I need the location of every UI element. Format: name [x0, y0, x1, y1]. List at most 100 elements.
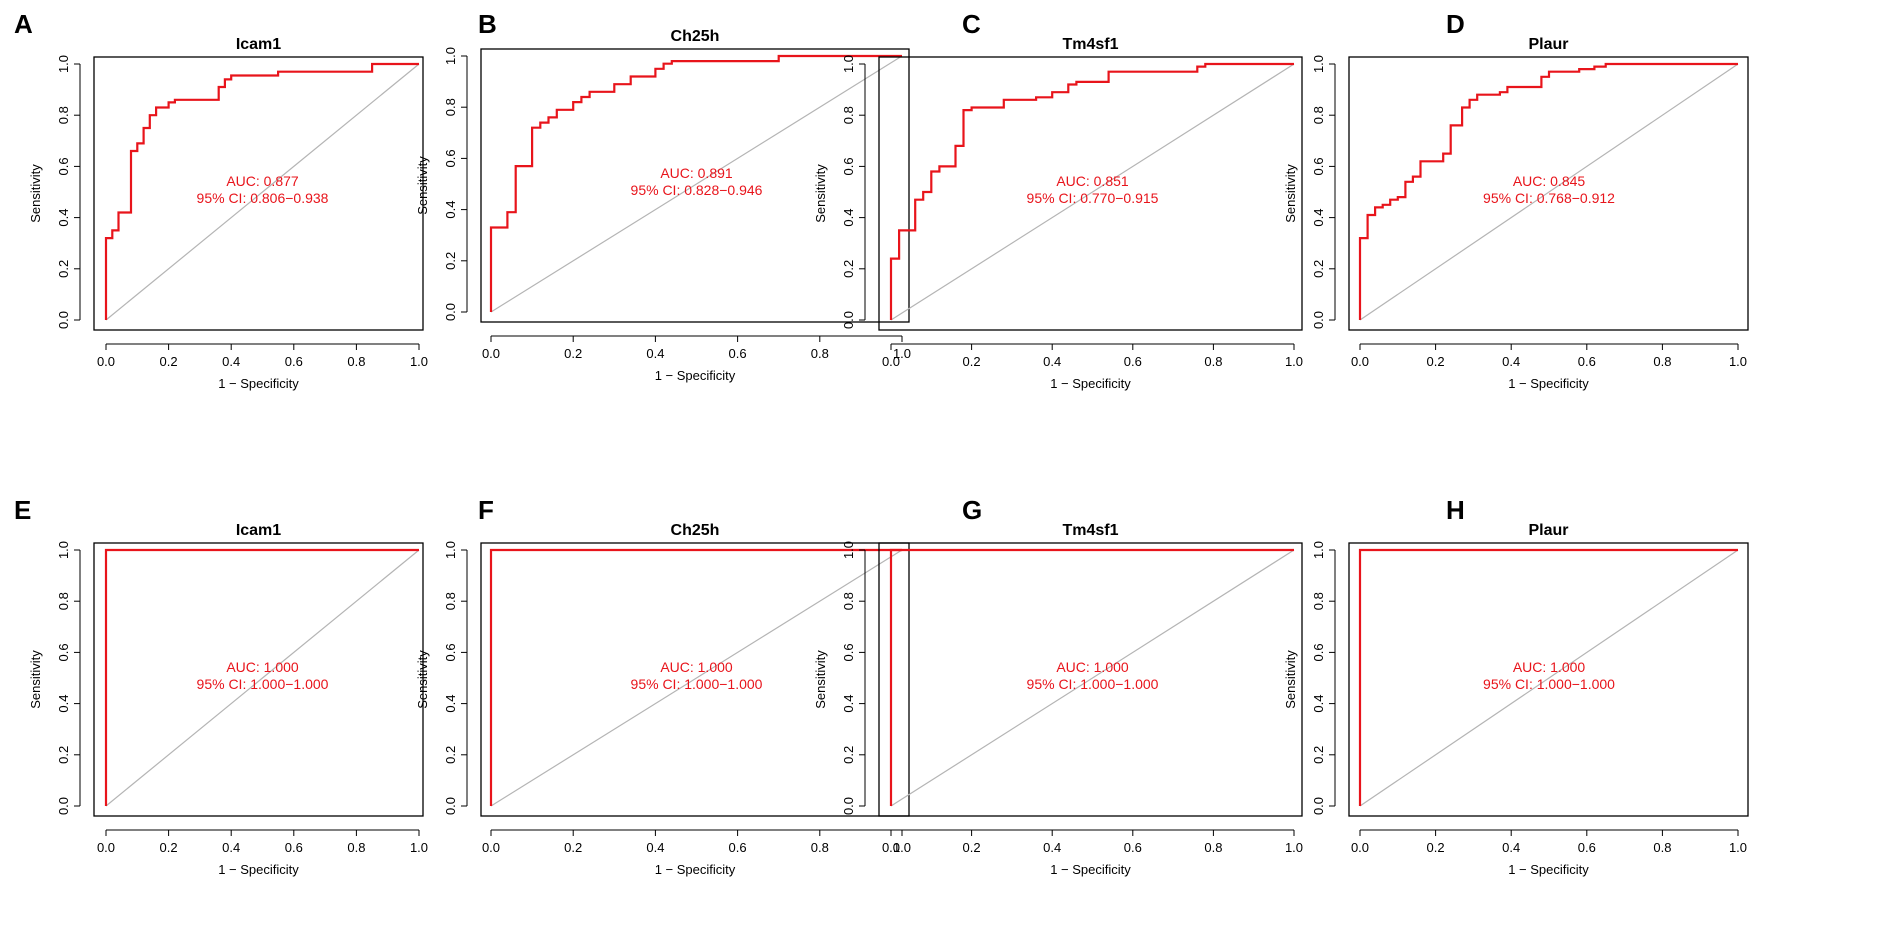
x-axis-label: 1 − Specificity — [218, 376, 299, 391]
y-tick-label: 0.0 — [841, 311, 856, 329]
x-tick-label: 0.8 — [1653, 840, 1671, 855]
ci-label: 95% CI: 0.770−0.915 — [1027, 190, 1159, 206]
roc-panel-d: D Plaur 0.0 0.2 0.4 0.6 0.8 1.0 1 − Specificity 0… — [1283, 9, 1749, 391]
chart-title: Icam1 — [236, 522, 281, 539]
roc-curve — [889, 548, 1294, 806]
auc-label: AUC: 1.000 — [226, 659, 299, 675]
y-tick-label: 0.6 — [841, 643, 856, 661]
y-axis-label: Sensitivity — [28, 164, 43, 223]
y-tick-label: 0.6 — [56, 157, 71, 175]
x-axis-label: 1 − Specificity — [655, 862, 736, 877]
roc-panel-a: A Icam1 0.0 0.2 0.4 0.6 0.8 1.0 1 − Specificity 0… — [14, 9, 428, 391]
x-tick-label: 0.0 — [482, 840, 500, 855]
ci-label: 95% CI: 0.828−0.946 — [631, 182, 763, 198]
panel-letter: D — [1446, 9, 1465, 39]
x-tick-label: 0.2 — [1427, 354, 1445, 369]
x-tick-label: 0.8 — [347, 840, 365, 855]
x-tick-label: 0.8 — [1204, 354, 1222, 369]
chart-title: Ch25h — [671, 28, 720, 45]
x-tick-label: 0.4 — [1043, 840, 1061, 855]
y-tick-label: 0.4 — [443, 201, 458, 219]
reference-diagonal — [890, 63, 1295, 321]
x-tick-label: 0.2 — [564, 346, 582, 361]
x-axis-label: 1 − Specificity — [1050, 376, 1131, 391]
ci-label: 95% CI: 1.000−1.000 — [631, 676, 763, 692]
y-tick-label: 0.2 — [841, 260, 856, 278]
roc-panel-b: B Ch25h 0.0 0.2 0.4 0.6 0.8 1.0 1 − Specificity 0… — [415, 9, 911, 383]
auc-label: AUC: 0.845 — [1513, 173, 1586, 189]
x-tick-label: 0.4 — [1502, 840, 1520, 855]
ci-label: 95% CI: 1.000−1.000 — [1027, 676, 1159, 692]
y-tick-label: 0.8 — [443, 98, 458, 116]
panel-letter: G — [962, 495, 982, 525]
y-tick-label: 0.8 — [841, 106, 856, 124]
roc-panel-g: G Tm4sf1 0.0 0.2 0.4 0.6 0.8 1.0 1 − Specificity… — [813, 495, 1303, 877]
roc-curve — [1358, 548, 1738, 806]
x-axis-label: 1 − Specificity — [1050, 862, 1131, 877]
x-tick-label: 0.2 — [963, 354, 981, 369]
reference-diagonal — [1359, 63, 1739, 321]
y-tick-label: 0.4 — [443, 695, 458, 713]
panel-letter: F — [478, 495, 494, 525]
ci-label: 95% CI: 1.000−1.000 — [197, 676, 329, 692]
auc-label: AUC: 1.000 — [660, 659, 733, 675]
panel-letter: A — [14, 9, 33, 39]
panel-letter: H — [1446, 495, 1465, 525]
auc-label: AUC: 0.851 — [1056, 173, 1129, 189]
ci-label: 95% CI: 0.806−0.938 — [197, 190, 329, 206]
x-tick-label: 0.2 — [160, 354, 178, 369]
x-tick-label: 0.2 — [1427, 840, 1445, 855]
y-axis-label: Sensitivity — [1283, 650, 1298, 709]
y-tick-label: 0.0 — [443, 303, 458, 321]
y-tick-label: 0.4 — [1311, 695, 1326, 713]
x-tick-label: 1.0 — [893, 346, 911, 361]
x-tick-label: 0.4 — [222, 354, 240, 369]
x-tick-label: 0.8 — [811, 840, 829, 855]
roc-curve — [889, 62, 1294, 320]
y-tick-label: 0.8 — [443, 592, 458, 610]
auc-label: AUC: 1.000 — [1056, 659, 1129, 675]
x-tick-label: 1.0 — [1729, 840, 1747, 855]
x-tick-label: 1.0 — [1729, 354, 1747, 369]
roc-curve — [489, 548, 902, 806]
chart-title: Plaur — [1528, 36, 1568, 53]
y-tick-label: 0.6 — [443, 643, 458, 661]
y-tick-label: 0.4 — [841, 209, 856, 227]
reference-diagonal — [105, 63, 420, 321]
x-tick-label: 0.6 — [729, 840, 747, 855]
y-tick-label: 0.2 — [1311, 260, 1326, 278]
y-tick-label: 0.0 — [841, 797, 856, 815]
x-axis-label: 1 − Specificity — [655, 368, 736, 383]
y-tick-label: 0.4 — [841, 695, 856, 713]
y-tick-label: 0.6 — [1311, 643, 1326, 661]
x-tick-label: 0.6 — [285, 840, 303, 855]
y-tick-label: 0.4 — [1311, 209, 1326, 227]
x-tick-label: 0.4 — [646, 346, 664, 361]
x-axis-label: 1 − Specificity — [1508, 376, 1589, 391]
y-tick-label: 0.8 — [56, 106, 71, 124]
ci-label: 95% CI: 0.768−0.912 — [1483, 190, 1615, 206]
y-tick-label: 0.8 — [841, 592, 856, 610]
y-tick-label: 0.8 — [1311, 106, 1326, 124]
y-tick-label: 0.6 — [841, 157, 856, 175]
x-tick-label: 0.4 — [1043, 354, 1061, 369]
y-tick-label: 0.6 — [56, 643, 71, 661]
chart-title: Tm4sf1 — [1062, 36, 1118, 53]
y-tick-label: 0.6 — [1311, 157, 1326, 175]
roc-curve — [104, 548, 419, 806]
y-tick-label: 0.8 — [56, 592, 71, 610]
ci-label: 95% CI: 1.000−1.000 — [1483, 676, 1615, 692]
auc-label: AUC: 1.000 — [1513, 659, 1586, 675]
x-tick-label: 0.8 — [1653, 354, 1671, 369]
plot-frame — [480, 542, 910, 817]
y-tick-label: 0.2 — [443, 746, 458, 764]
x-tick-label: 0.2 — [963, 840, 981, 855]
roc-panel-e: E Icam1 0.0 0.2 0.4 0.6 0.8 1.0 1 − Specificity 0… — [14, 495, 428, 877]
x-tick-label: 0.2 — [564, 840, 582, 855]
x-tick-label: 1.0 — [410, 840, 428, 855]
x-tick-label: 0.4 — [646, 840, 664, 855]
x-tick-label: 1.0 — [1285, 840, 1303, 855]
x-tick-label: 0.6 — [1578, 354, 1596, 369]
y-tick-label: 1.0 — [841, 55, 856, 73]
